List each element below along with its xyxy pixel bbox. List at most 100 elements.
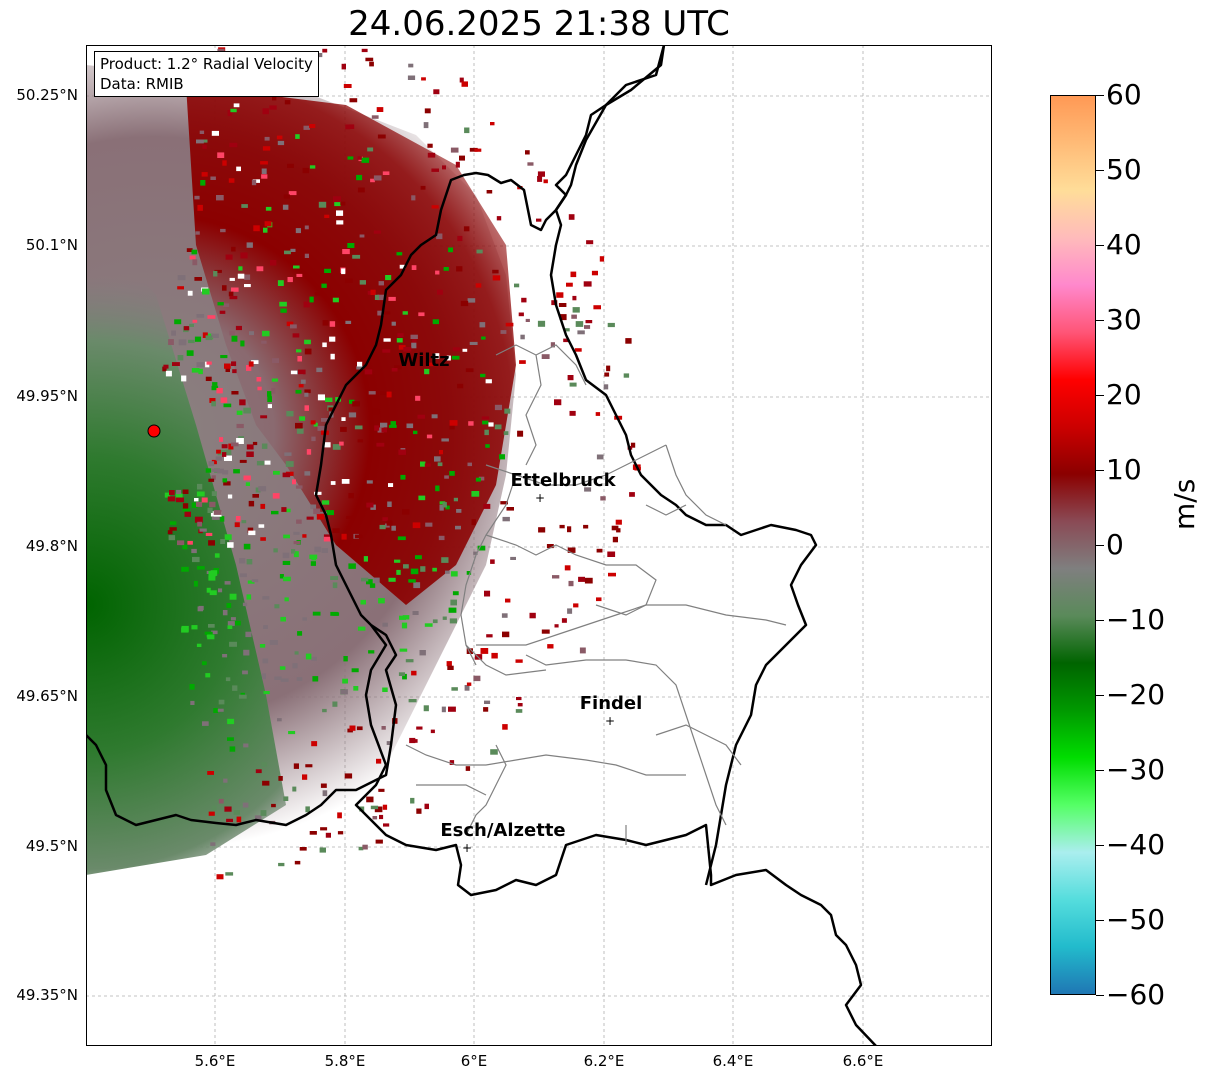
- radar-pixel: [260, 161, 268, 165]
- radar-pixel: [204, 631, 213, 635]
- radar-pixel: [417, 414, 425, 419]
- radar-pixel: [474, 148, 482, 152]
- radar-pixel: [607, 322, 615, 328]
- colorbar: [1050, 95, 1096, 995]
- radar-pixel: [287, 277, 293, 283]
- radar-pixel: [466, 648, 473, 654]
- radar-pixel: [600, 496, 606, 501]
- radar-pixel: [378, 598, 385, 604]
- radar-pixel: [201, 139, 208, 143]
- radar-pixel: [359, 234, 365, 238]
- radar-pixel: [375, 839, 383, 844]
- radar-pixel: [239, 573, 247, 578]
- radar-site-marker: [147, 424, 161, 438]
- lat-label: 49.5°N: [25, 837, 78, 855]
- radar-pixel: [434, 353, 440, 359]
- colorbar-label: −10: [1106, 603, 1166, 636]
- radar-pixel: [376, 442, 385, 447]
- radar-pixel: [199, 130, 205, 134]
- radar-pixel: [382, 622, 388, 627]
- radar-pixel: [220, 228, 226, 233]
- radar-pixel: [304, 225, 309, 230]
- radar-pixel: [236, 438, 244, 444]
- radar-pixel: [305, 806, 310, 813]
- map-canvas: + + +: [86, 45, 992, 1046]
- radar-pixel: [197, 483, 203, 490]
- radar-pixel: [236, 166, 241, 172]
- radar-pixel: [293, 265, 300, 269]
- radar-pixel: [244, 284, 251, 288]
- radar-pixel: [227, 621, 235, 626]
- radar-pixel: [232, 685, 238, 691]
- radar-pixel: [465, 368, 474, 373]
- radar-pixel: [309, 165, 316, 169]
- radar-pixel: [280, 308, 287, 313]
- radar-pixel: [292, 479, 296, 485]
- radar-pixel: [490, 559, 495, 564]
- radar-pixel: [186, 248, 193, 252]
- radar-pixel: [303, 125, 310, 130]
- radar-pixel: [473, 551, 478, 555]
- radar-pixel: [322, 790, 328, 797]
- radar-pixel: [374, 806, 383, 813]
- radar-pixel: [371, 115, 379, 119]
- radar-pixel: [463, 226, 470, 232]
- radar-pixel: [207, 315, 216, 319]
- radar-pixel: [218, 798, 224, 804]
- radar-pixel: [483, 503, 491, 509]
- radar-pixel: [439, 504, 444, 511]
- radar-pixel: [583, 281, 592, 287]
- radar-pixel: [224, 455, 232, 461]
- radar-pixel: [302, 167, 310, 174]
- radar-pixel: [402, 311, 408, 315]
- radar-pixel: [279, 666, 286, 670]
- radar-pixel: [298, 369, 306, 375]
- radar-pixel: [383, 311, 391, 315]
- radar-pixel: [280, 616, 286, 622]
- radar-pixel: [431, 205, 439, 209]
- radar-pixel: [236, 423, 244, 429]
- radar-pixel: [231, 335, 238, 342]
- radar-pixel: [503, 431, 509, 435]
- radar-pixel: [339, 441, 344, 446]
- radar-pixel: [541, 354, 550, 359]
- radar-pixel: [314, 292, 322, 296]
- radar-pixel: [517, 703, 523, 707]
- radar-pixel: [252, 179, 260, 183]
- radar-pixel: [446, 661, 452, 667]
- radar-pixel: [484, 700, 491, 704]
- radar-pixel: [236, 410, 243, 415]
- radar-pixel: [210, 176, 216, 180]
- lon-label: 6.2°E: [583, 1052, 625, 1070]
- radar-pixel: [333, 196, 341, 203]
- radar-pixel: [241, 520, 247, 524]
- radar-pixel: [324, 214, 330, 218]
- radar-pixel: [317, 394, 325, 401]
- radar-pixel: [229, 330, 235, 336]
- findel-marker: +: [605, 714, 615, 728]
- radar-pixel: [260, 537, 266, 541]
- radar-pixel: [480, 648, 489, 654]
- radar-pixel: [225, 449, 232, 455]
- radar-pixel: [616, 528, 621, 533]
- radar-pixel: [245, 631, 252, 638]
- radar-pixel: [407, 75, 416, 80]
- radar-pixel: [176, 489, 182, 495]
- radar-pixel: [177, 275, 186, 281]
- colorbar-unit-label: m/s: [1168, 478, 1201, 530]
- colorbar-label: −50: [1106, 903, 1166, 936]
- radar-pixel: [218, 588, 223, 593]
- esch-marker: +: [462, 841, 472, 855]
- radar-pixel: [231, 391, 239, 395]
- radar-pixel: [376, 758, 382, 764]
- radar-pixel: [208, 540, 215, 546]
- colorbar-label: 30: [1106, 303, 1142, 336]
- radar-pixel: [366, 579, 373, 585]
- radar-pixel: [442, 502, 447, 508]
- radar-pixel: [332, 297, 339, 303]
- radar-pixel: [499, 454, 505, 460]
- map-area[interactable]: + + +: [86, 45, 992, 1046]
- lon-label: 6°E: [460, 1052, 488, 1070]
- radar-pixel: [272, 95, 277, 101]
- radar-pixel: [192, 259, 198, 266]
